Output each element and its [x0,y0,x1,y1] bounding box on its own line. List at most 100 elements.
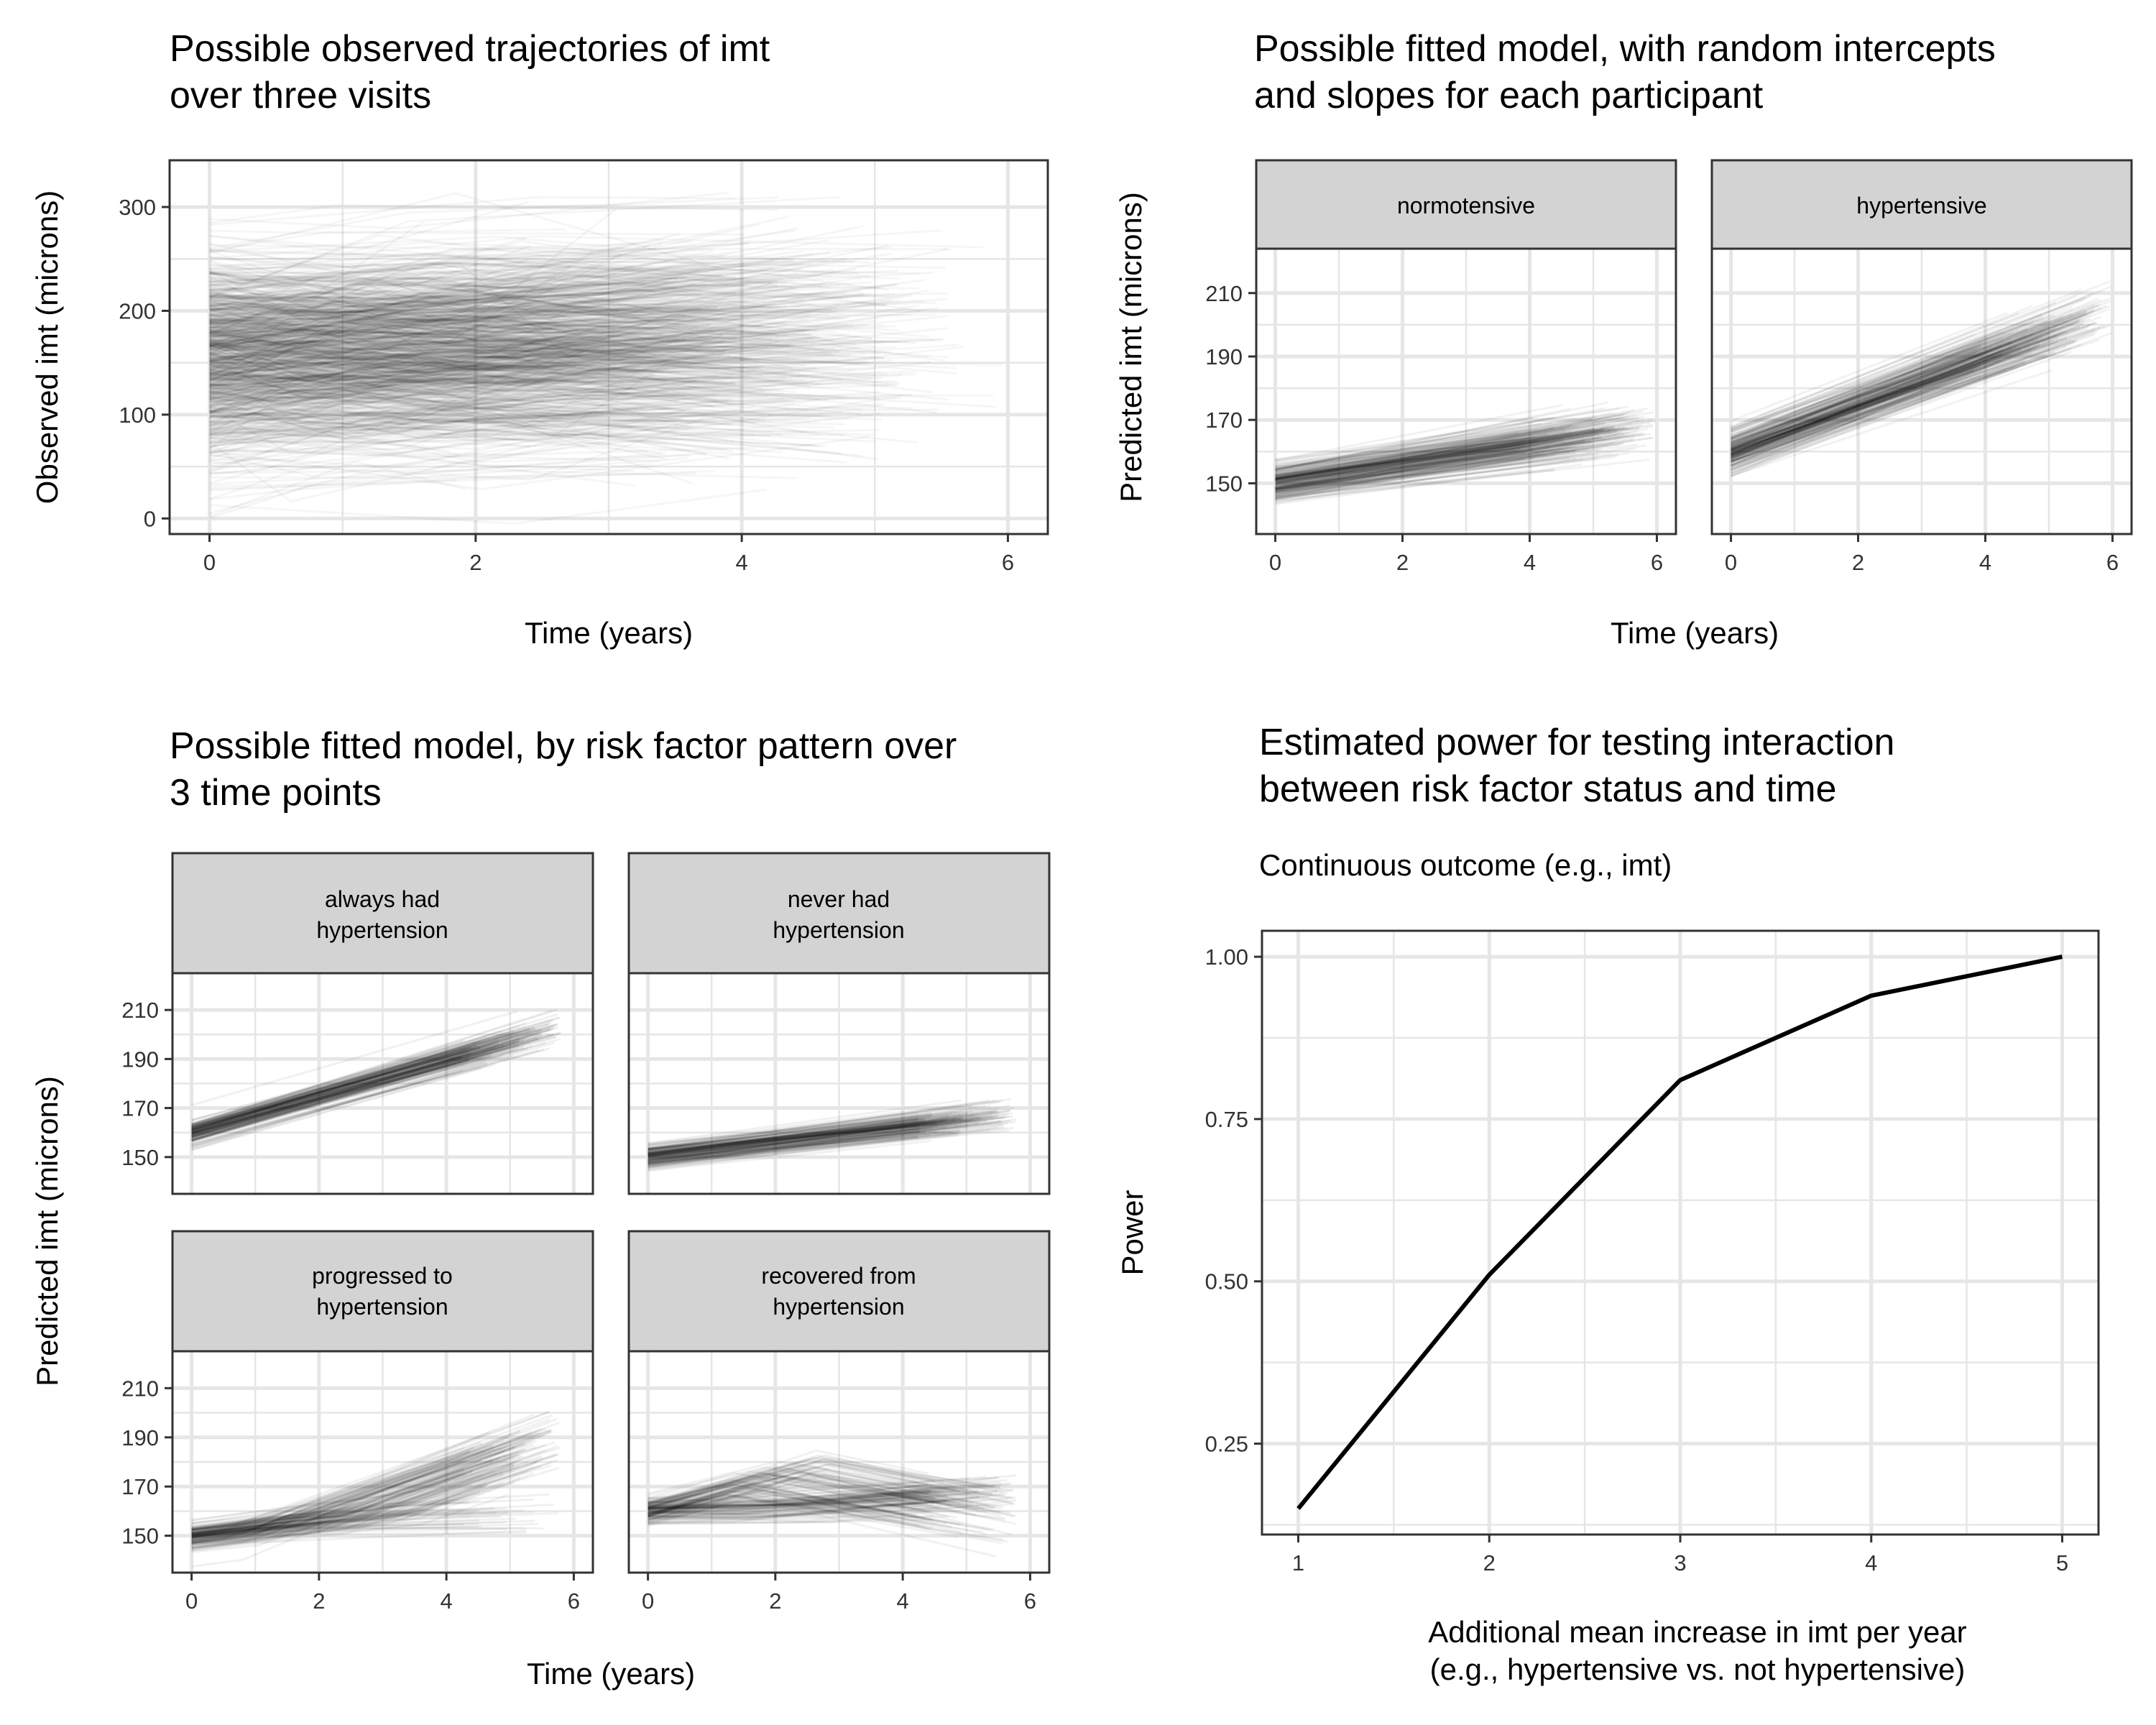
fitted-group-normotensive-fitted-line [1275,443,1521,481]
fitted-group-hypertensive-fitted-line [1731,358,1989,454]
fitted-pattern-always-fitted-line [191,1041,499,1133]
fitted-pattern-always-fitted-line [191,1027,554,1128]
fitted-pattern-progressed-fitted-line [191,1509,524,1537]
fitted-pattern-recovered-x-tick-label: 6 [1024,1588,1036,1614]
fitted-pattern-recovered-fitted-line [648,1476,987,1501]
fitted-group-hypertensive-fitted-line [1731,319,2081,450]
fitted-group-normotensive-fitted-line [1275,448,1602,505]
fitted-pattern-always-fitted-line [191,1041,519,1135]
fitted-group-normotensive-fitted-line [1275,436,1593,479]
fitted-group-hypertensive-fitted-line [1731,312,2081,442]
fitted-group-hypertensive-fitted-line [1731,361,1981,455]
fitted-pattern-always-fitted-line [191,1031,510,1128]
fitted-pattern-recovered-fitted-line [648,1471,928,1517]
fitted-pattern-always-fitted-line [191,1036,558,1135]
fitted-pattern-always-fitted-line [191,1038,519,1138]
power-y-tick-label: 0.25 [1205,1432,1248,1457]
fitted-group-normotensive-fitted-line [1275,439,1548,486]
fitted-pattern-progressed-fitted-line [191,1432,512,1535]
fitted-pattern-progressed-fitted-line [191,1431,490,1539]
fitted-group-hypertensive-fitted-line [1731,335,2042,451]
facet-label-progressed-line-2: hypertension [316,1294,448,1320]
fitted-pattern-progressed-fitted-line [191,1469,465,1522]
fitted-pattern-recovered-fitted-line [648,1459,1004,1515]
fitted-group-hypertensive-fitted-line [1730,341,2004,451]
fitted-pattern-never-fitted-line [648,1128,991,1169]
fitted-pattern-progressed-fitted-line [191,1471,503,1542]
fitted-pattern-always-fitted-line [191,1032,550,1134]
fitted-pattern-progressed-facet: 0 2 4 6 150 170 190 210 [121,1350,594,1614]
fitted-pattern-always-fitted-line [191,1049,468,1122]
fitted-pattern-recovered-fitted-line [648,1466,1002,1514]
facet-strip-hypertensive [1710,159,2133,250]
fitted-pattern-recovered-fitted-line [648,1504,933,1525]
fitted-pattern-progressed-fitted-line [191,1482,487,1536]
fitted-pattern-recovered-fitted-line [648,1499,954,1519]
fitted-group-normotensive-fitted-line [1275,436,1535,470]
fitted-pattern-recovered-fitted-line [648,1485,957,1512]
fitted-group-hypertensive-fitted-line [1731,366,2018,472]
fitted-pattern-never-fitted-line [648,1133,959,1170]
fitted-group-normotensive-fitted-line [1275,407,1572,472]
fitted-pattern-recovered-fitted-line [648,1499,968,1510]
fitted-pattern-never-fitted-line [648,1116,949,1155]
fitted-group-normotensive-fitted-line [1275,436,1603,480]
fitted-pattern-recovered-fitted-line [648,1490,934,1511]
fitted-pattern-progressed-fitted-line [191,1512,508,1551]
fitted-pattern-recovered-fitted-line [648,1476,1016,1525]
fitted-pattern-recovered-fitted-line [648,1504,921,1516]
fitted-pattern-never-fitted-line [648,1113,952,1150]
fitted-group-normotensive-x-tick-label: 2 [1396,550,1409,575]
fitted-group-normotensive-fitted-line [1275,438,1518,477]
fitted-group-normotensive-fitted-line [1275,447,1592,487]
fitted-group-hypertensive-fitted-line [1731,318,2065,446]
fitted-pattern-always-fitted-line [191,1062,488,1149]
fitted-pattern-never-fitted-line [648,1115,1010,1162]
fitted-group-hypertensive-fitted-line [1730,350,1979,451]
facet-label-normotensive: normotensive [1397,193,1535,218]
fitted-pattern-progressed-fitted-line [191,1448,525,1547]
fitted-pattern-recovered-fitted-line [648,1515,934,1525]
fitted-pattern-progressed-x-tick-label: 0 [185,1588,198,1614]
fitted-group-hypertensive-lines [1730,280,2112,478]
fitted-group-hypertensive-fitted-line [1731,328,2055,443]
fitted-group-normotensive-fitted-line [1275,432,1521,469]
fitted-pattern-recovered-fitted-line [648,1497,936,1507]
fitted-group-hypertensive-fitted-line [1731,363,2027,470]
fitted-pattern-progressed-fitted-line [191,1460,528,1538]
fitted-pattern-progressed-fitted-line [191,1509,464,1538]
fitted-group-normotensive-fitted-line [1275,440,1555,486]
fitted-group-normotensive-fitted-line [1275,469,1529,503]
fitted-pattern-progressed-fitted-line [191,1519,479,1547]
fitted-group-hypertensive-fitted-line [1731,326,2101,469]
fitted-group-facet-panels: 0 2 4 6 150 170 190 210 0 2 4 6 [1205,247,2133,575]
fitted-group-hypertensive-fitted-line [1731,344,2082,468]
fitted-pattern-always-fitted-line [191,1031,516,1138]
fitted-pattern-always-fitted-line [191,1057,469,1135]
fitted-pattern-recovered-fitted-line [648,1456,944,1509]
fitted-pattern-recovered-fitted-line [648,1484,921,1504]
fitted-pattern-never-fitted-line [648,1126,969,1160]
fitted-pattern-recovered-fitted-line [648,1463,933,1512]
fitted-group-normotensive-fitted-line [1275,424,1642,479]
fitted-group-hypertensive-fitted-line [1731,351,2032,465]
fitted-pattern-never-fitted-line [648,1126,946,1168]
fitted-pattern-recovered-fitted-line [648,1489,984,1534]
fitted-group-hypertensive-fitted-line [1731,345,2068,474]
fitted-pattern-progressed-fitted-line [191,1473,461,1531]
fitted-pattern-always-fitted-line [191,1030,521,1126]
fitted-pattern-recovered-fitted-line [648,1499,948,1514]
fitted-pattern-progressed-fitted-line [191,1454,517,1534]
fitted-pattern-never-fitted-line [648,1117,980,1156]
fitted-pattern-always-fitted-line [191,1025,520,1129]
fitted-pattern-recovered-fitted-line [648,1476,941,1521]
fitted-group-hypertensive-fitted-line [1731,349,1992,443]
fitted-pattern-never-fitted-line [648,1110,964,1155]
fitted-pattern-progressed-fitted-line [191,1436,510,1538]
fitted-pattern-never-fitted-line [648,1111,918,1149]
fitted-group-normotensive-fitted-line [1275,431,1622,482]
fitted-pattern-never-fitted-line [648,1122,927,1156]
fitted-group-hypertensive-fitted-line [1730,313,2086,456]
fitted-group-normotensive-facet: 0 2 4 6 150 170 190 210 [1205,247,1677,575]
fitted-pattern-always-fitted-line [191,1054,462,1131]
